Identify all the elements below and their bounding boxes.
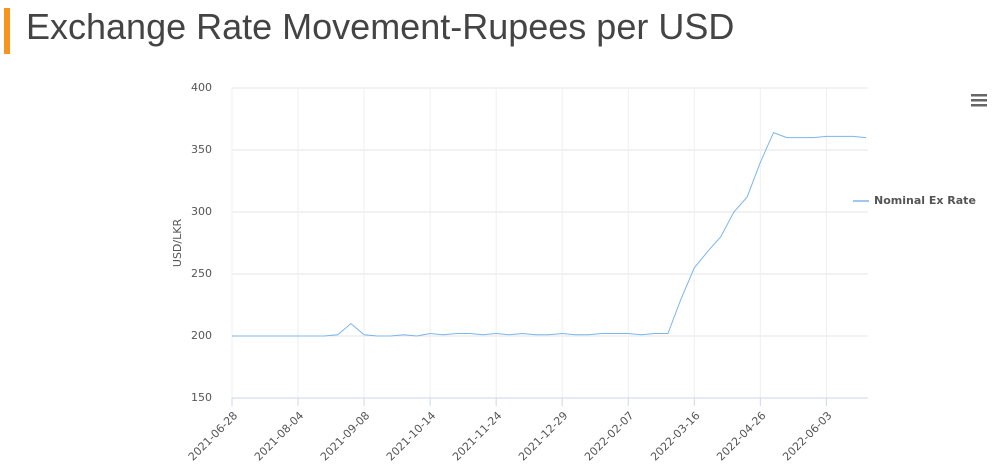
title-accent xyxy=(4,8,10,54)
chart-title: Exchange Rate Movement-Rupees per USD xyxy=(26,6,735,47)
y-tick-label: 300 xyxy=(191,205,212,218)
line-series xyxy=(232,131,867,337)
y-tick-label: 350 xyxy=(191,143,212,156)
x-tick-label: 2021-11-24 xyxy=(450,409,504,463)
y-tick-label: 250 xyxy=(191,267,212,280)
x-tick-label: 2021-10-14 xyxy=(384,409,438,463)
y-tick-label: 150 xyxy=(191,391,212,404)
y-axis-title: USD/LKR xyxy=(171,219,184,268)
x-tick-label: 2022-02-07 xyxy=(582,409,636,463)
y-tick-label: 400 xyxy=(191,81,212,94)
x-tick-label: 2021-06-28 xyxy=(186,409,240,463)
x-tick-label: 2021-09-08 xyxy=(318,409,372,463)
menu-bar xyxy=(971,99,987,102)
x-tick-label: 2022-06-03 xyxy=(780,409,834,463)
x-tick-label: 2021-12-29 xyxy=(516,409,570,463)
x-tick-label: 2022-03-16 xyxy=(648,409,702,463)
y-tick-label: 200 xyxy=(191,329,212,342)
x-tick-label: 2022-04-26 xyxy=(714,409,768,463)
menu-bar xyxy=(971,104,987,107)
menu-bar xyxy=(971,94,987,97)
x-tick-label: 2021-08-04 xyxy=(252,409,306,463)
menu-button[interactable] xyxy=(970,92,988,108)
legend-label: Nominal Ex Rate xyxy=(874,194,976,207)
